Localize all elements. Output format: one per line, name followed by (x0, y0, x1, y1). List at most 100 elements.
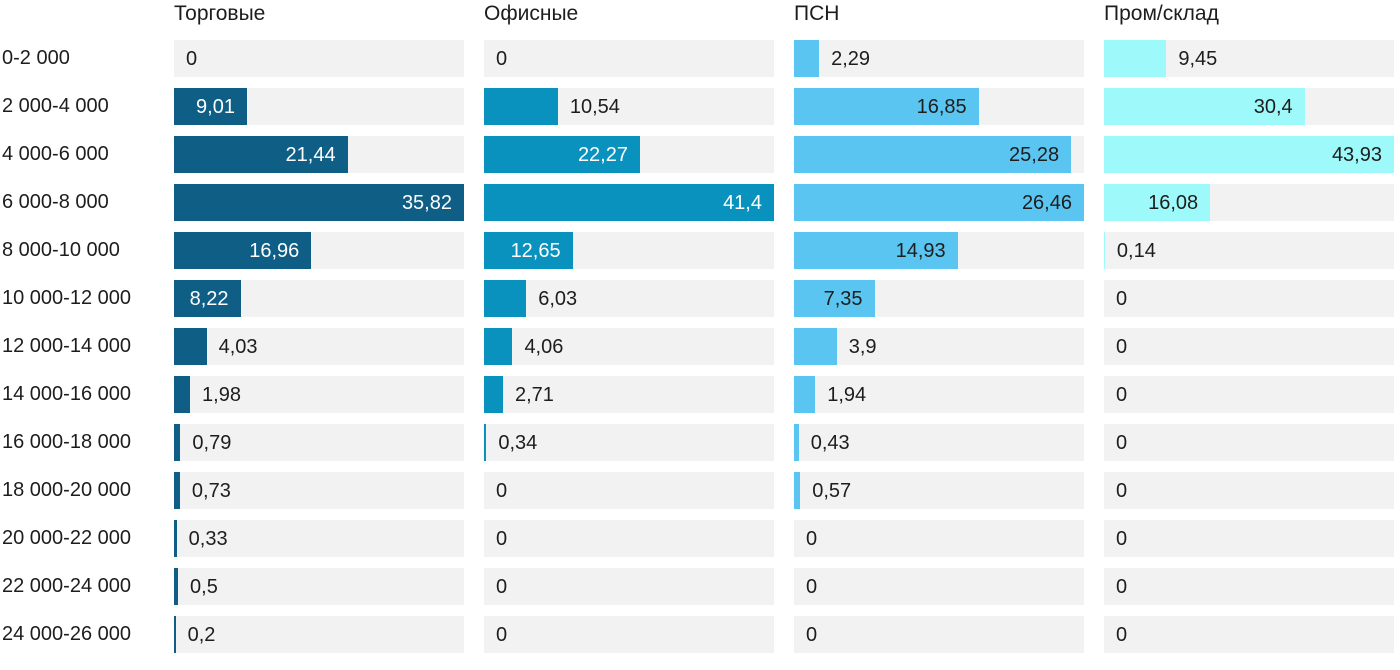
bar (174, 232, 312, 269)
bar-track: 1,94 (794, 376, 1084, 413)
bar (174, 616, 176, 653)
value-label: 0,33 (188, 527, 228, 550)
bar-track: 0 (484, 520, 774, 557)
bar-track: 35,82 (174, 184, 464, 221)
bar (484, 376, 503, 413)
category-label: 18 000-20 000 (2, 479, 132, 501)
bar-track: 0 (484, 616, 774, 653)
bar (794, 40, 820, 77)
bar-track: 3,9 (794, 328, 1084, 365)
category-label: 22 000-24 000 (2, 575, 132, 597)
bar (794, 232, 958, 269)
bar (794, 328, 837, 365)
value-label: 30,4 (1253, 95, 1293, 118)
value-label: 10,54 (569, 95, 620, 118)
bar-track: 43,93 (1104, 136, 1394, 173)
value-label: 0 (806, 575, 818, 598)
value-label: 0,14 (1116, 239, 1156, 262)
category-label: 14 000-16 000 (2, 383, 132, 405)
value-label: 0 (186, 47, 198, 70)
bar (794, 424, 799, 461)
value-label: 0 (1116, 431, 1128, 454)
value-label: 25,28 (1009, 143, 1060, 166)
bar (484, 424, 487, 461)
category-label: 4 000-6 000 (2, 143, 109, 165)
bar (174, 424, 181, 461)
value-label: 0 (1116, 575, 1128, 598)
bar (794, 136, 1072, 173)
value-label: 21,44 (285, 143, 336, 166)
bar-track: 0 (1104, 520, 1394, 557)
bar (794, 88, 979, 125)
bar-track: 0,33 (174, 520, 464, 557)
bar-track: 0,2 (174, 616, 464, 653)
bar (794, 472, 801, 509)
bar-track: 0 (1104, 616, 1394, 653)
bar (174, 328, 207, 365)
category-label: 10 000-12 000 (2, 287, 132, 309)
bar-track: 30,4 (1104, 88, 1394, 125)
value-label: 0 (1116, 527, 1128, 550)
bar-track: 9,45 (1104, 40, 1394, 77)
bar-track: 16,08 (1104, 184, 1394, 221)
bar-track: 8,22 (174, 280, 464, 317)
bar-track: 0,14 (1104, 232, 1394, 269)
bar-track: 0,79 (174, 424, 464, 461)
category-label: 0-2 000 (2, 47, 70, 69)
value-label: 0,2 (187, 623, 216, 646)
bar (174, 568, 179, 605)
value-label: 0 (496, 575, 508, 598)
bar-track: 0,43 (794, 424, 1084, 461)
category-label: 6 000-8 000 (2, 191, 109, 213)
value-label: 26,46 (1021, 191, 1072, 214)
value-label: 12,65 (510, 239, 561, 262)
bar-track: 25,28 (794, 136, 1084, 173)
value-label: 0 (1116, 623, 1128, 646)
category-label: 12 000-14 000 (2, 335, 132, 357)
value-label: 0 (1116, 479, 1128, 502)
value-label: 8,22 (189, 287, 229, 310)
bar-track: 0,73 (174, 472, 464, 509)
value-label: 43,93 (1331, 143, 1382, 166)
bar-track: 6,03 (484, 280, 774, 317)
bar (1104, 184, 1211, 221)
value-label: 4,06 (524, 335, 564, 358)
bar (794, 184, 1084, 221)
bar-track: 0 (1104, 376, 1394, 413)
bar (174, 136, 348, 173)
bar-track: 0 (484, 472, 774, 509)
value-label: 0,34 (498, 431, 538, 454)
bar-track: 21,44 (174, 136, 464, 173)
bar-track: 0 (794, 616, 1084, 653)
category-label: 20 000-22 000 (2, 527, 132, 549)
value-label: 16,85 (916, 95, 967, 118)
bar-track: 41,4 (484, 184, 774, 221)
bar-track: 0 (1104, 568, 1394, 605)
series-header-prom-sklad: Пром/склад (1104, 2, 1219, 25)
value-label: 0 (1116, 335, 1128, 358)
bar (1104, 88, 1305, 125)
bar-track: 0 (484, 40, 774, 77)
bar (174, 472, 180, 509)
value-label: 0 (496, 479, 508, 502)
bar (174, 184, 464, 221)
bar-track: 16,96 (174, 232, 464, 269)
bar (484, 88, 558, 125)
value-label: 9,45 (1178, 47, 1218, 70)
value-label: 0,57 (812, 479, 852, 502)
value-label: 0,79 (192, 431, 232, 454)
bar (174, 376, 191, 413)
value-label: 7,35 (823, 287, 863, 310)
bar (1104, 136, 1394, 173)
value-label: 35,82 (401, 191, 452, 214)
value-label: 41,4 (723, 191, 762, 214)
bar (1104, 232, 1105, 269)
value-label: 1,94 (827, 383, 867, 406)
bar-track: 1,98 (174, 376, 464, 413)
value-label: 3,9 (848, 335, 877, 358)
value-label: 2,29 (831, 47, 871, 70)
bar (1104, 40, 1167, 77)
value-label: 1,98 (202, 383, 241, 406)
value-label: 16,08 (1148, 191, 1199, 214)
bar (174, 520, 177, 557)
